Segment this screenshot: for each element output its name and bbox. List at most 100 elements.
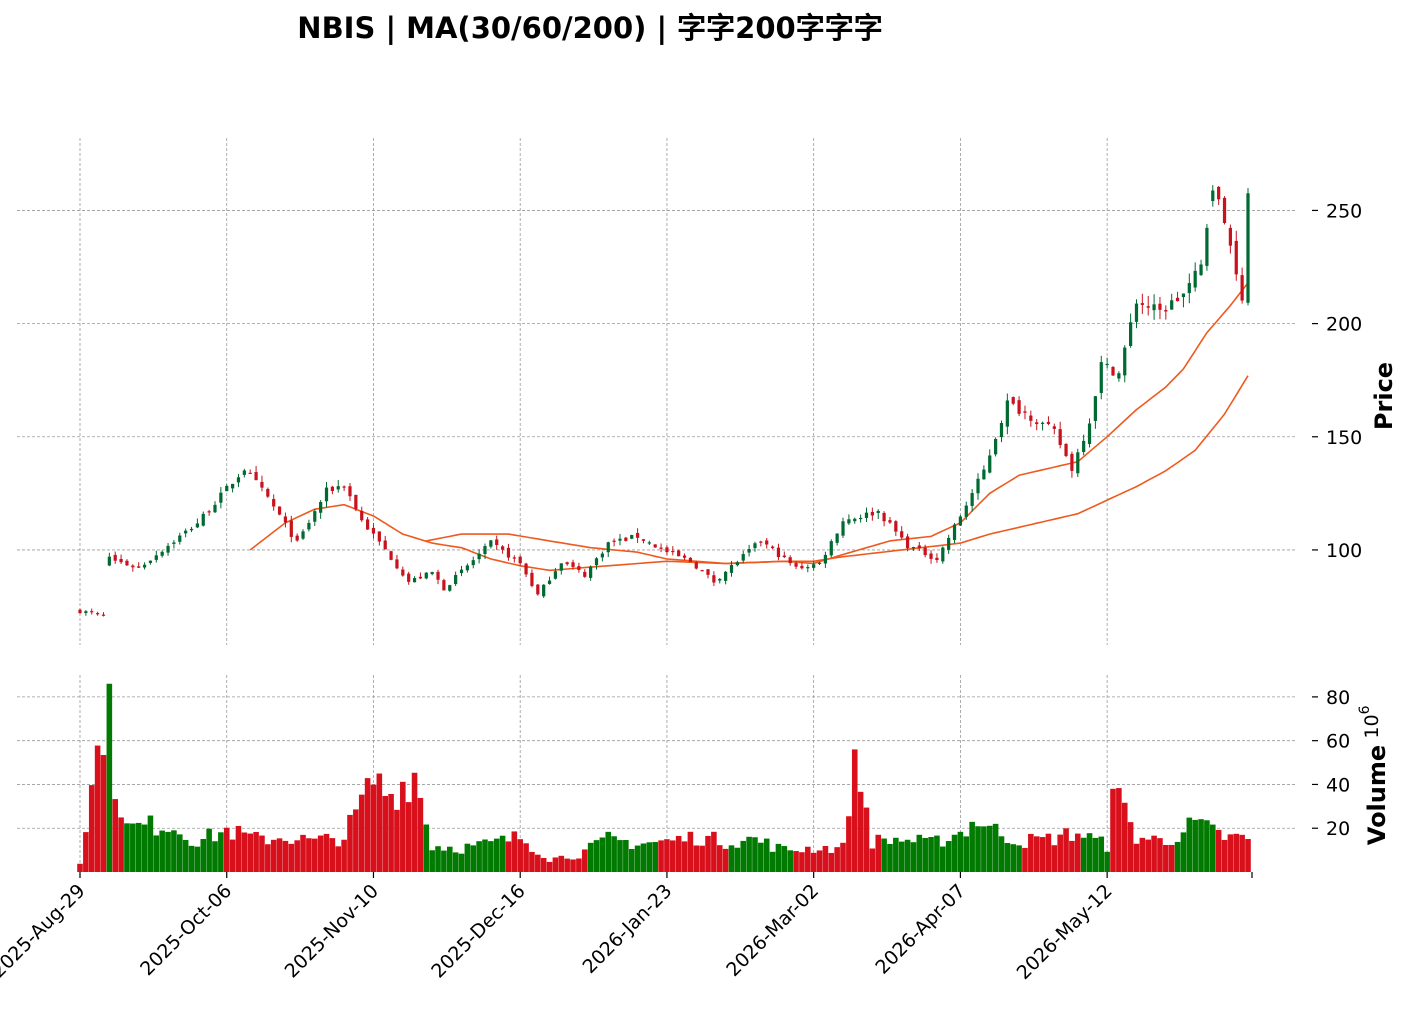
candle-body [436, 571, 440, 580]
candle-body [477, 553, 481, 560]
candle-body [142, 564, 147, 568]
candle-body [530, 572, 534, 586]
candle-body [195, 523, 200, 528]
candle-body [219, 492, 223, 503]
candle-body [1134, 303, 1139, 322]
volume-bar [986, 825, 993, 872]
candle-body [800, 565, 804, 569]
candle-body [342, 486, 346, 488]
volume-bar [118, 817, 124, 872]
candle-body [553, 571, 558, 579]
volume-bar [728, 845, 735, 872]
volume-bar [705, 835, 711, 872]
candle-body [407, 573, 411, 582]
volume-bar [628, 849, 635, 872]
candle-body [248, 472, 252, 474]
candle-body [84, 611, 88, 614]
candle-body [430, 572, 434, 575]
volume-bar [1227, 834, 1234, 872]
volume-bar [529, 851, 535, 872]
volume-bar [1110, 788, 1116, 872]
candle-body [495, 539, 499, 546]
volume-bar [799, 852, 805, 872]
candle-body [1029, 415, 1033, 421]
candle-body [1111, 366, 1115, 376]
x-tick-label: 2025-Oct-06 [136, 880, 236, 980]
candle-body [1040, 422, 1045, 424]
candle-body [829, 541, 833, 556]
price-panel: 100 150 200 250 Price [17, 138, 1398, 645]
volume-bar [910, 842, 917, 872]
candle-body [888, 520, 892, 523]
volume-bar [846, 816, 852, 872]
x-tick-label: 2025-Dec-16 [427, 880, 530, 983]
candle-body [506, 547, 511, 558]
volume-bar [869, 848, 876, 872]
volume-bar [810, 852, 817, 872]
volume-bar [992, 823, 999, 872]
candle-body [272, 499, 276, 507]
volume-axis-label: Volume [1363, 745, 1391, 845]
volume-bar [664, 839, 670, 872]
volume-bar [482, 839, 488, 872]
candle-body [389, 551, 393, 560]
volume-bar [998, 836, 1005, 872]
candle-body [266, 488, 270, 497]
candle-body [547, 580, 552, 584]
volume-bar [916, 834, 923, 872]
candle-body [418, 576, 423, 579]
volume-bar [306, 838, 312, 872]
price-candles [78, 185, 1250, 617]
volume-bar [940, 846, 946, 872]
volume-bar [787, 850, 793, 872]
volume-bar [417, 797, 424, 872]
volume-bar [1198, 819, 1204, 872]
volume-bar [623, 839, 629, 872]
candle-body [765, 540, 769, 545]
candle-body [729, 565, 734, 573]
candle-body [512, 557, 516, 559]
candle-body [682, 555, 687, 558]
candle-body [454, 574, 458, 585]
candle-body [101, 614, 106, 616]
volume-bar [934, 835, 940, 872]
candle-body [377, 531, 381, 542]
volume-bar [975, 826, 981, 872]
candle-body [694, 562, 698, 569]
volume-bar [435, 846, 441, 872]
volume-bar [1116, 788, 1122, 872]
candle-body [847, 519, 851, 524]
candle-body [612, 540, 616, 542]
x-tick-label: 2026-May-12 [1013, 880, 1117, 984]
candle-body [154, 555, 158, 560]
candle-body [864, 512, 869, 518]
volume-bar [593, 840, 600, 872]
volume-bar [400, 781, 406, 872]
volume-bar [458, 853, 465, 872]
volume-bar [1045, 833, 1052, 872]
volume-axis: 20 40 60 80 [1312, 687, 1350, 840]
candle-body [289, 520, 293, 537]
candle-body [319, 502, 323, 513]
volume-bars [77, 683, 1251, 872]
volume-bar [253, 831, 259, 872]
candle-body [589, 566, 593, 578]
volume-bar [640, 843, 647, 872]
candle-body [330, 486, 334, 491]
candle-body [806, 567, 810, 569]
volume-bar [1063, 828, 1069, 872]
candle-body [354, 494, 358, 510]
candle-body [812, 564, 816, 568]
volume-bar [429, 850, 435, 872]
candle-body [489, 540, 493, 547]
volume-bar [270, 839, 277, 872]
volume-bar [904, 839, 911, 872]
volume-bar [758, 842, 764, 872]
volume-bar [382, 795, 388, 872]
volume-bar [922, 837, 928, 872]
volume-tick-label: 60 [1326, 731, 1350, 753]
candle-body [95, 613, 100, 615]
volume-bar [1075, 833, 1081, 872]
candle-body [724, 571, 728, 581]
volume-bar [229, 839, 236, 872]
